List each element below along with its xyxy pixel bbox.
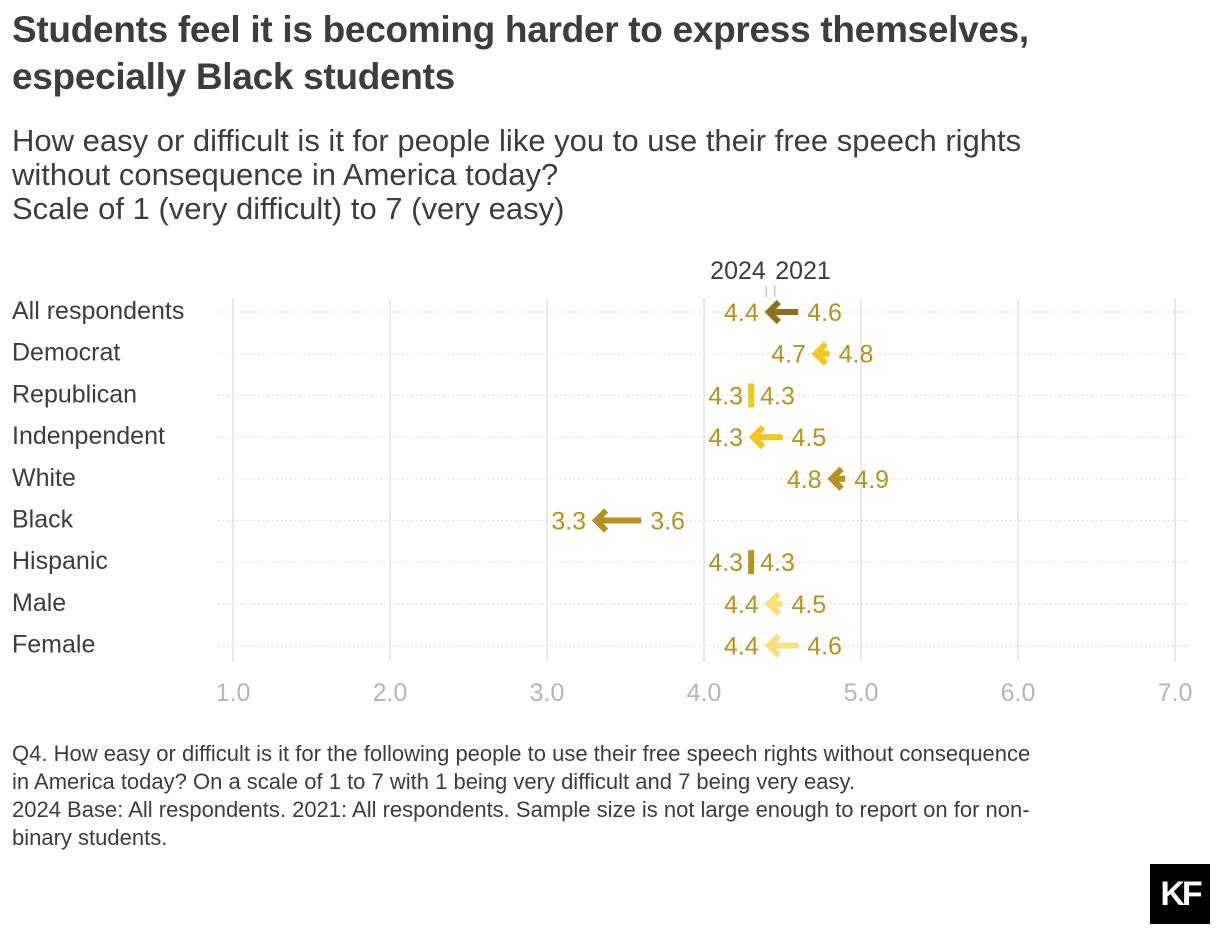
- value-label-2021: 3.6: [650, 508, 685, 536]
- category-label: Indenpendent: [12, 422, 165, 450]
- footnote-line: binary students.: [12, 825, 168, 850]
- category-label: Hispanic: [12, 547, 108, 575]
- value-label-2021: 4.5: [792, 424, 827, 452]
- chart-title: Students feel it is becoming harder to e…: [12, 9, 1029, 97]
- value-label-2024: 4.4: [724, 299, 759, 327]
- value-label-2021: 4.8: [839, 341, 874, 369]
- value-label-2021: 4.6: [807, 633, 842, 661]
- x-tick-label: 3.0: [530, 679, 565, 707]
- x-tick-label: 7.0: [1158, 679, 1193, 707]
- value-label-2024: 4.8: [787, 466, 822, 494]
- category-label: All respondents: [12, 297, 184, 325]
- x-tick-label: 2.0: [373, 679, 408, 707]
- arrow-chart: 1.0 2.0 3.0 4.0 5.0 6.0 7.0 2024 2021 All respond…: [12, 257, 1193, 707]
- category-label: Republican: [12, 380, 137, 408]
- value-label-2021: 4.3: [760, 549, 795, 577]
- subtitle-line: without consequence in America today?: [12, 157, 559, 192]
- arrow-head: [764, 591, 781, 617]
- x-tick-label: 1.0: [216, 679, 251, 707]
- arrow-head: [764, 299, 781, 325]
- legend-2024: 2024: [710, 257, 766, 285]
- x-tick-label: 6.0: [1001, 679, 1036, 707]
- value-label-2024: 3.3: [551, 508, 586, 536]
- legend-2021: 2021: [775, 257, 831, 285]
- category-label: Male: [12, 589, 66, 617]
- category-label: Democrat: [12, 339, 120, 367]
- arrow-head: [764, 633, 781, 658]
- value-label-2021: 4.9: [854, 466, 889, 494]
- x-tick-label: 4.0: [687, 679, 722, 707]
- subtitle-line: How easy or difficult is it for people l…: [12, 123, 1022, 158]
- arrow-head: [748, 424, 766, 450]
- x-tick-label: 5.0: [844, 679, 879, 707]
- category-label: Black: [12, 506, 74, 534]
- arrow-head: [591, 508, 609, 533]
- value-label-2021: 4.3: [760, 382, 795, 410]
- value-label-2024: 4.3: [708, 382, 743, 410]
- footnote-line: Q4. How easy or difficult is it for the …: [12, 741, 1031, 766]
- value-label-2021: 4.6: [807, 299, 842, 327]
- footnote-line: in America today? On a scale of 1 to 7 w…: [12, 769, 855, 794]
- chart-subtitle: How easy or difficult is it for people l…: [12, 124, 1202, 226]
- arrow-head: [811, 341, 829, 366]
- value-label-2024: 4.3: [708, 424, 743, 452]
- footnote: Q4. How easy or difficult is it for the …: [12, 740, 1202, 852]
- arrow-head: [827, 466, 844, 491]
- subtitle-line: Scale of 1 (very difficult) to 7 (very e…: [12, 191, 565, 226]
- footnote-line: 2024 Base: All respondents. 2021: All re…: [12, 797, 1030, 822]
- category-label: Female: [12, 631, 95, 659]
- value-label-2024: 4.3: [708, 549, 743, 577]
- kff-logo: KF: [1150, 864, 1210, 924]
- value-label-2024: 4.4: [724, 591, 759, 619]
- value-label-2024: 4.7: [771, 341, 806, 369]
- category-label: White: [12, 464, 76, 492]
- value-label-2021: 4.5: [792, 591, 827, 619]
- value-label-2024: 4.4: [724, 633, 759, 661]
